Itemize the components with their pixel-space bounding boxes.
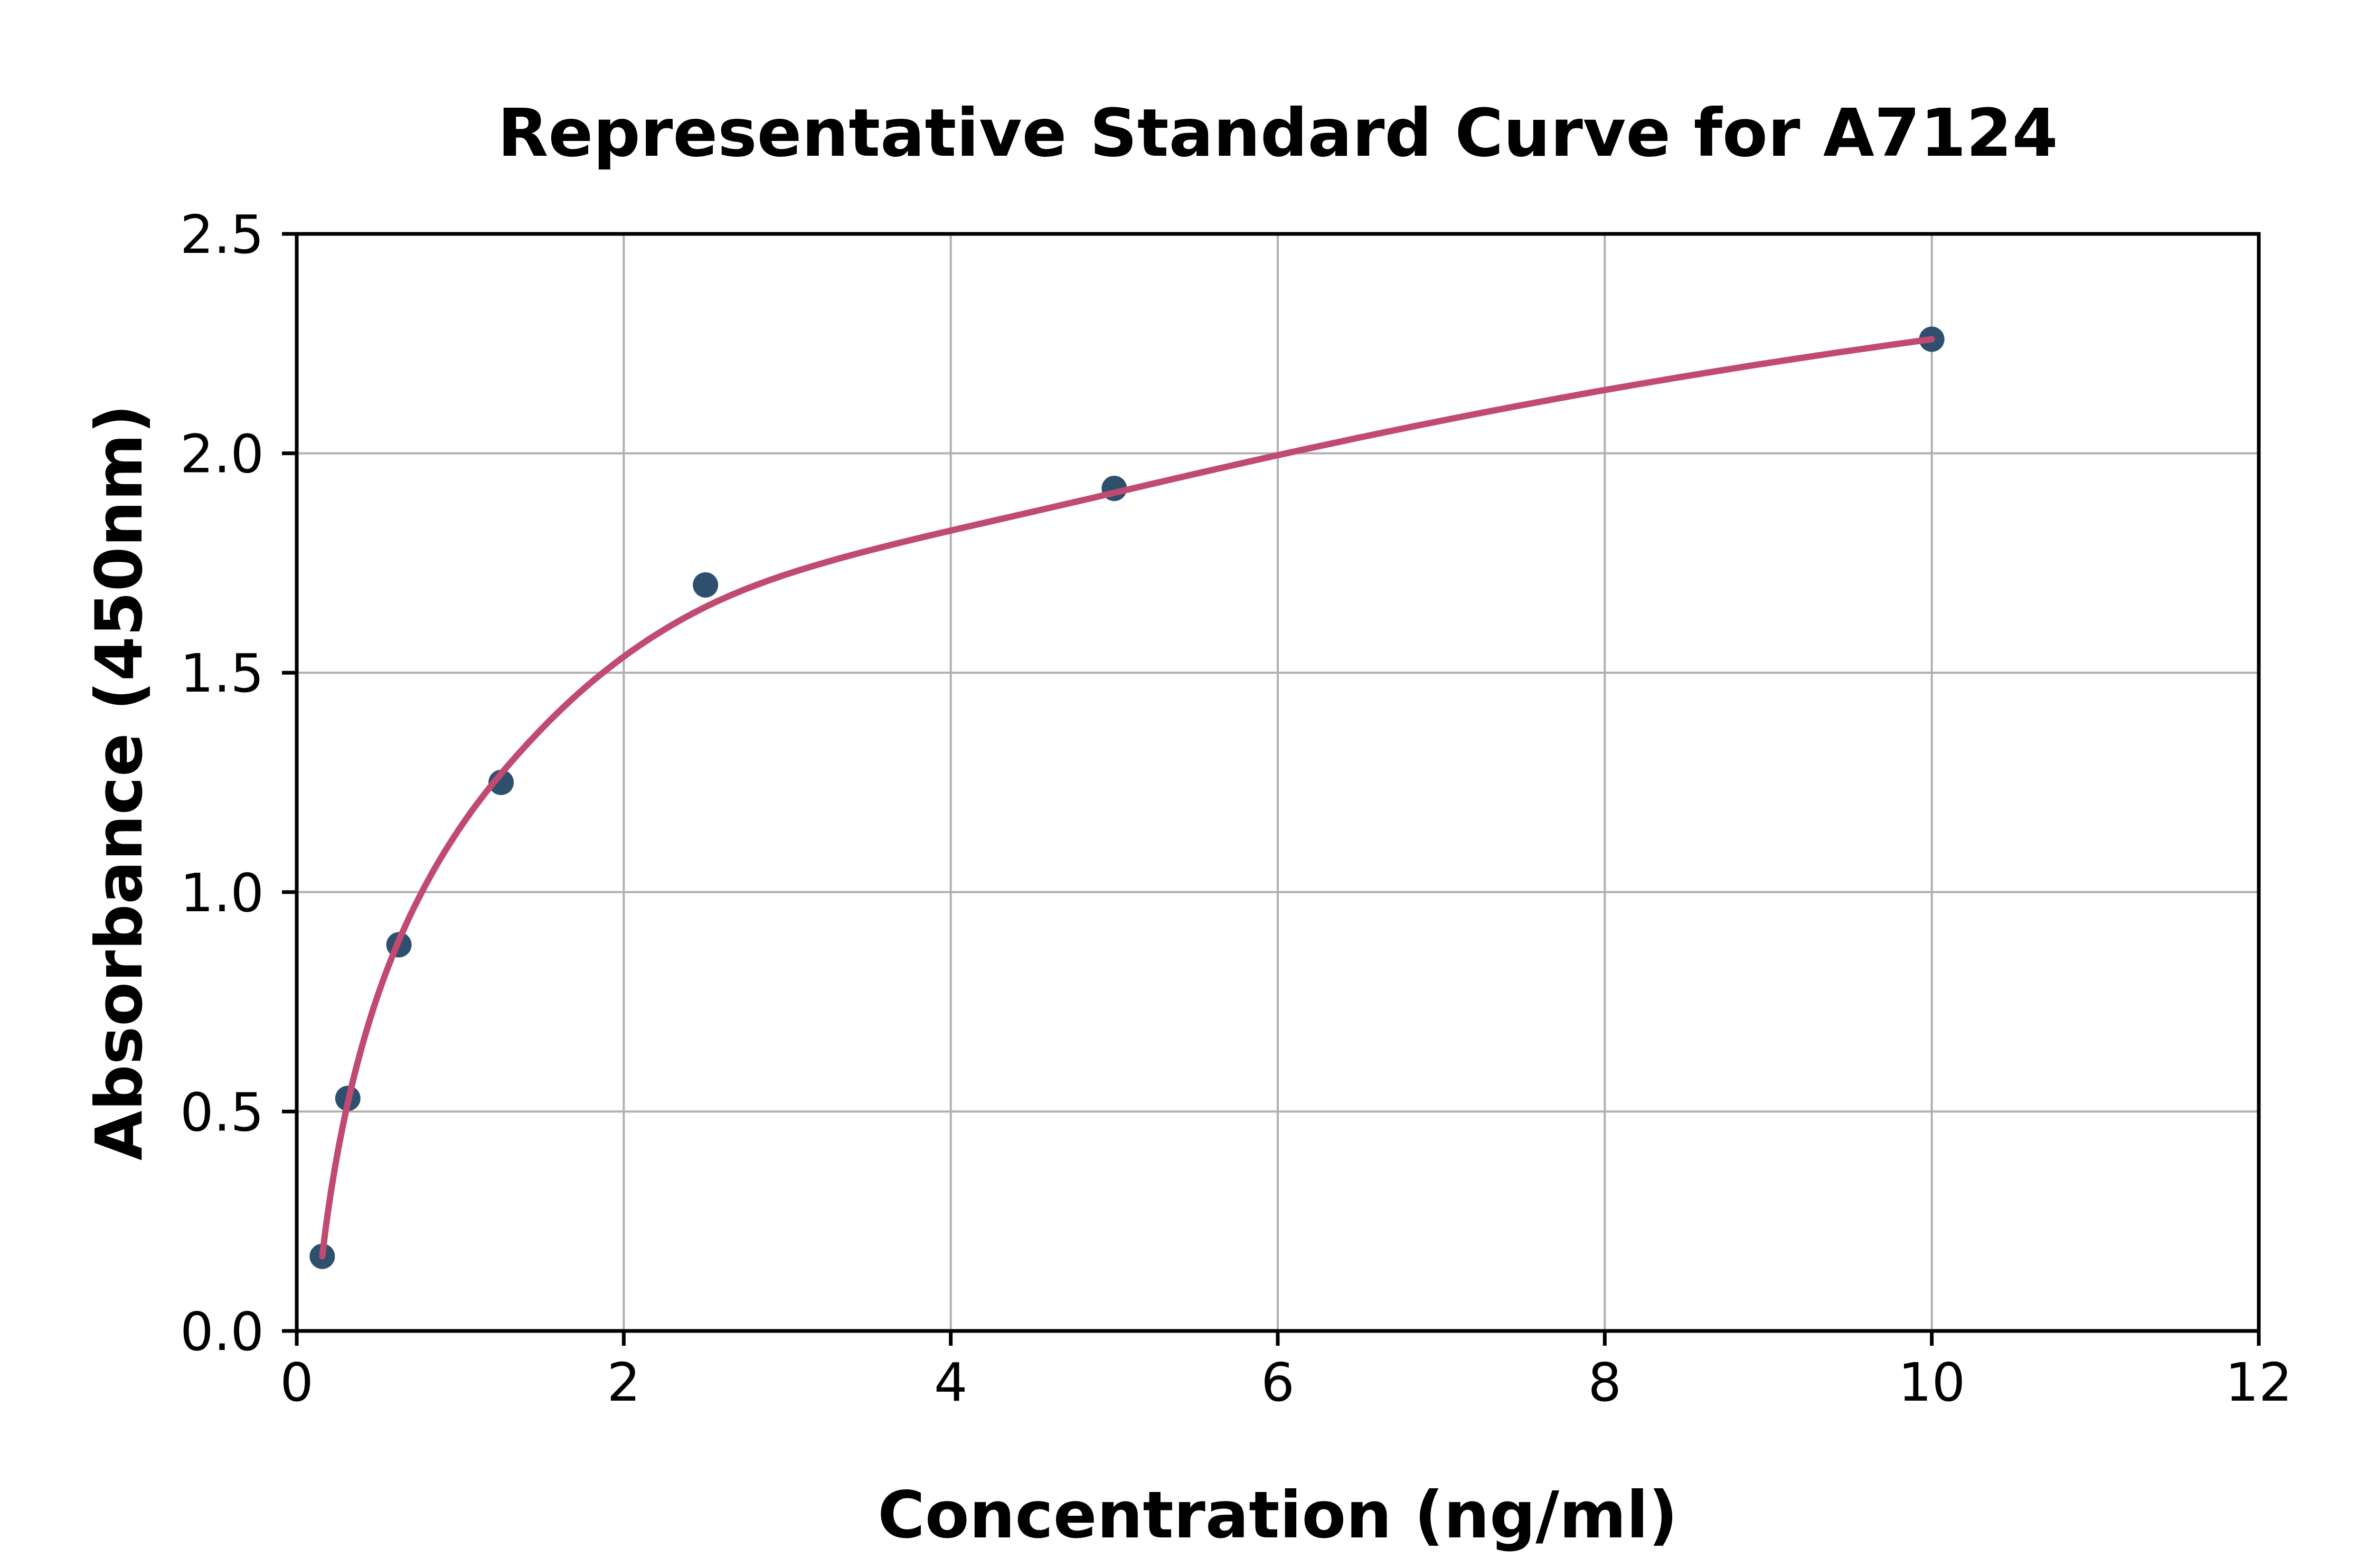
- chart-title: Representative Standard Curve for A7124: [497, 95, 2058, 172]
- gridlines: [297, 234, 2259, 1331]
- y-tick-label: 0.5: [180, 1081, 264, 1143]
- y-tick-label: 0.0: [180, 1301, 264, 1363]
- x-tick-label: 4: [934, 1352, 968, 1413]
- axis-ticks: [282, 232, 2261, 1346]
- y-tick-label: 2.5: [180, 204, 264, 266]
- axis-tick-labels: 0 2 4 6 8 10 12 0.0 0.5 1.0 1.5 2.0 2.5: [180, 204, 2293, 1413]
- x-tick-label: 0: [280, 1352, 314, 1413]
- y-tick-label: 1.0: [180, 862, 264, 924]
- x-tick-label: 10: [1898, 1352, 1965, 1413]
- x-axis-label: Concentration (ng/ml): [878, 1478, 1677, 1553]
- y-tick-label: 1.5: [180, 643, 264, 704]
- y-axis-label: Absorbance (450nm): [82, 404, 157, 1161]
- fit-curve: [319, 336, 1935, 1260]
- x-tick-label: 6: [1261, 1352, 1295, 1413]
- x-tick-label: 8: [1588, 1352, 1622, 1413]
- data-point: [488, 770, 514, 795]
- x-tick-label: 2: [607, 1352, 641, 1413]
- x-tick-label: 12: [2225, 1352, 2292, 1413]
- data-point: [693, 572, 719, 598]
- y-tick-label: 2.0: [180, 423, 264, 485]
- plot-frame: [295, 232, 2261, 1333]
- data-points: [309, 326, 1945, 1269]
